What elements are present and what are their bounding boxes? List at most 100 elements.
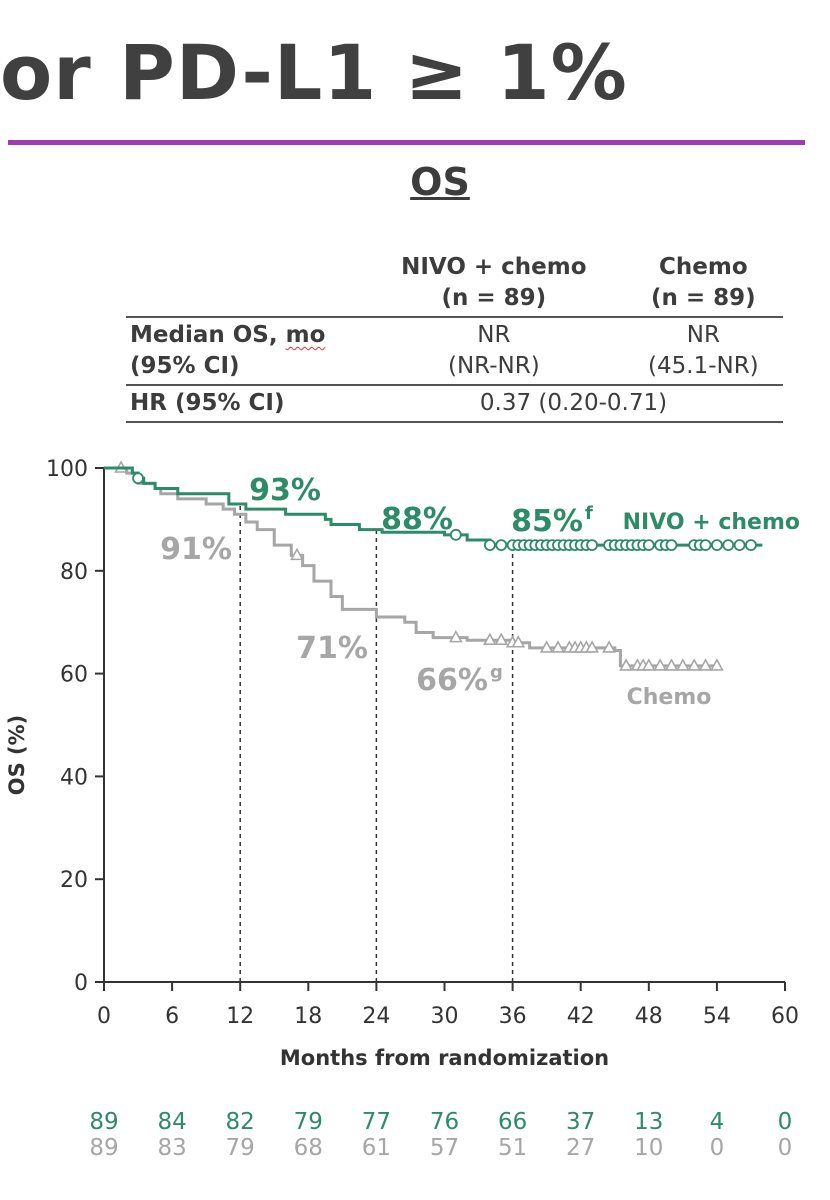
cell-median-os-nivo-ci: (NR-NR) xyxy=(448,353,540,379)
nivo-landmark-footnote: f xyxy=(585,503,593,524)
chemo-censor-mark xyxy=(653,658,668,671)
chemo-censor-mark xyxy=(687,658,702,671)
chemo-censor-mark xyxy=(511,635,526,648)
at-risk-nivo: 77 xyxy=(362,1109,391,1135)
cell-median-os-chemo: NR (45.1-NR) xyxy=(623,317,783,386)
chemo-censor-mark xyxy=(494,632,509,645)
col-header-chemo: Chemo (n = 89) xyxy=(623,250,783,318)
summary-table: NIVO + chemo (n = 89) Chemo (n = 89) Med… xyxy=(126,250,783,423)
nivo-censor-mark xyxy=(483,539,496,551)
at-risk-nivo: 0 xyxy=(778,1109,793,1135)
title-divider xyxy=(8,140,805,145)
at-risk-chemo: 68 xyxy=(294,1135,323,1161)
chemo-censor-mark xyxy=(290,547,304,561)
x-tick-label: 24 xyxy=(362,1004,390,1029)
row-label-median-os-a: Median OS, xyxy=(130,322,286,348)
page-title: or PD-L1 ≥ 1% xyxy=(0,28,628,117)
row-label-median-os: Median OS, mo (95% CI) xyxy=(126,317,364,386)
chemo-landmark-label: 71% xyxy=(296,631,368,666)
at-risk-nivo: 84 xyxy=(157,1109,186,1135)
chemo-censor-mark xyxy=(448,629,463,643)
at-risk-chemo: 89 xyxy=(89,1135,118,1161)
y-tick-label: 60 xyxy=(60,663,88,688)
at-risk-chemo: 51 xyxy=(498,1135,527,1161)
chemo-series-label: Chemo xyxy=(627,685,712,710)
at-risk-chemo: 0 xyxy=(710,1135,725,1161)
chemo-censor-mark xyxy=(539,640,554,653)
chemo-censor-mark xyxy=(585,640,599,653)
cell-median-os-nivo-value: NR xyxy=(477,322,511,348)
cell-median-os-chemo-value: NR xyxy=(686,322,720,348)
col-header-nivo: NIVO + chemo (n = 89) xyxy=(364,250,624,318)
chemo-censor-mark xyxy=(483,632,497,645)
at-risk-nivo: 76 xyxy=(430,1109,459,1135)
nivo-censor-mark xyxy=(733,539,746,551)
nivo-censor-mark xyxy=(699,539,712,551)
chemo-censor-mark xyxy=(710,658,724,671)
cell-median-os-nivo: NR (NR-NR) xyxy=(364,317,624,386)
at-risk-chemo: 57 xyxy=(430,1135,459,1161)
chemo-censor-mark xyxy=(698,658,713,671)
x-tick-label: 36 xyxy=(499,1004,527,1029)
table-row-hr: HR (95% CI) 0.37 (0.20-0.71) xyxy=(126,385,783,423)
x-tick-label: 30 xyxy=(431,1004,459,1029)
at-risk-nivo: 79 xyxy=(294,1109,323,1135)
x-tick-label: 18 xyxy=(294,1004,322,1029)
at-risk-chemo: 10 xyxy=(634,1135,663,1161)
x-tick-label: 12 xyxy=(226,1004,254,1029)
row-label-median-os-ci: (95% CI) xyxy=(130,353,240,379)
chemo-censor-mark xyxy=(602,640,616,653)
table-header-row: NIVO + chemo (n = 89) Chemo (n = 89) xyxy=(126,250,783,318)
col-header-nivo-line2: (n = 89) xyxy=(441,285,547,311)
chemo-landmark-label: 91% xyxy=(160,532,232,567)
nivo-censor-mark xyxy=(722,539,735,551)
chemo-censor-mark xyxy=(551,640,565,653)
at-risk-chemo: 0 xyxy=(778,1135,793,1161)
y-tick-label: 100 xyxy=(46,457,88,482)
x-tick-label: 0 xyxy=(97,1004,111,1029)
col-header-nivo-line1: NIVO + chemo xyxy=(401,254,587,280)
at-risk-nivo: 37 xyxy=(566,1109,595,1135)
y-tick-label: 20 xyxy=(60,868,88,893)
at-risk-chemo: 27 xyxy=(566,1135,595,1161)
nivo-series-label: NIVO + chemo xyxy=(623,510,800,535)
chemo-censor-mark xyxy=(641,658,656,671)
os-heading: OS xyxy=(410,160,470,204)
x-tick-label: 48 xyxy=(635,1004,663,1029)
table-corner xyxy=(126,250,364,318)
nivo-censor-mark xyxy=(495,539,508,551)
x-tick-label: 42 xyxy=(567,1004,595,1029)
at-risk-nivo: 13 xyxy=(634,1109,663,1135)
at-risk-chemo: 83 xyxy=(157,1135,186,1161)
chemo-censor-mark xyxy=(664,658,679,671)
col-header-chemo-line2: (n = 89) xyxy=(650,285,756,311)
chemo-censor-mark xyxy=(619,658,633,671)
nivo-landmark-label: 93% xyxy=(249,473,321,508)
y-tick-label: 40 xyxy=(60,765,88,790)
nivo-censor-mark xyxy=(665,539,678,551)
y-tick-label: 80 xyxy=(60,560,88,585)
nivo-landmark-label: 88% xyxy=(381,502,453,537)
nivo-censor-mark xyxy=(449,528,462,541)
chemo-landmark-label: 66% xyxy=(416,663,488,698)
x-tick-label: 6 xyxy=(165,1004,179,1029)
chemo-landmark-footnote: g xyxy=(490,662,503,683)
nivo-censor-mark xyxy=(642,539,655,551)
row-label-median-os-b: mo xyxy=(285,322,326,348)
table-row-median-os: Median OS, mo (95% CI) NR (NR-NR) NR (45… xyxy=(126,317,783,386)
nivo-censor-mark xyxy=(586,539,598,551)
cell-hr-value: 0.37 (0.20-0.71) xyxy=(364,385,783,423)
x-axis-label: Months from randomization xyxy=(280,1046,609,1070)
x-tick-label: 60 xyxy=(771,1004,799,1029)
x-tick-label: 54 xyxy=(703,1004,731,1029)
nivo-censor-mark xyxy=(745,539,757,551)
at-risk-nivo: 66 xyxy=(498,1109,527,1135)
at-risk-nivo: 4 xyxy=(710,1109,725,1135)
row-label-hr: HR (95% CI) xyxy=(126,385,364,423)
col-header-chemo-line1: Chemo xyxy=(659,254,748,280)
at-risk-nivo: 89 xyxy=(89,1109,118,1135)
cell-median-os-chemo-ci: (45.1-NR) xyxy=(648,353,759,379)
y-axis-label: OS (%) xyxy=(5,715,29,796)
chemo-censor-mark xyxy=(675,658,690,671)
